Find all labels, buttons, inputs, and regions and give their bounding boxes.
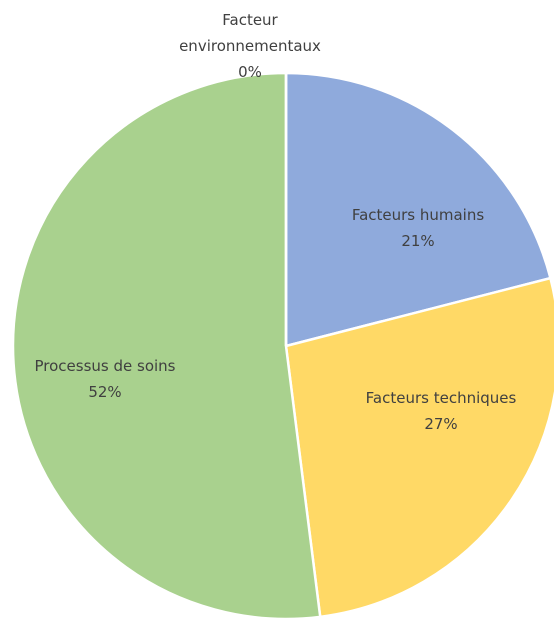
- category-label: Facteur environnementaux: [179, 11, 321, 55]
- value-label: 0%: [238, 63, 262, 81]
- category-label: Facteurs humains: [351, 206, 485, 224]
- value-label: 27%: [424, 415, 458, 433]
- value-label: 21%: [401, 232, 435, 250]
- data-label: Facteurs techniques 27%: [321, 385, 554, 437]
- pie-slice: [284, 71, 552, 348]
- data-label: Processus de soins 52%: [0, 353, 225, 405]
- category-label: Facteurs techniques: [365, 389, 517, 407]
- category-label: Processus de soins: [34, 357, 176, 375]
- data-label: Facteur environnementaux 0%: [175, 7, 325, 85]
- pie-slice: [284, 276, 554, 619]
- value-label: 52%: [88, 383, 122, 401]
- data-label: Facteurs humains 21%: [298, 202, 538, 254]
- pie-slice: [11, 71, 322, 621]
